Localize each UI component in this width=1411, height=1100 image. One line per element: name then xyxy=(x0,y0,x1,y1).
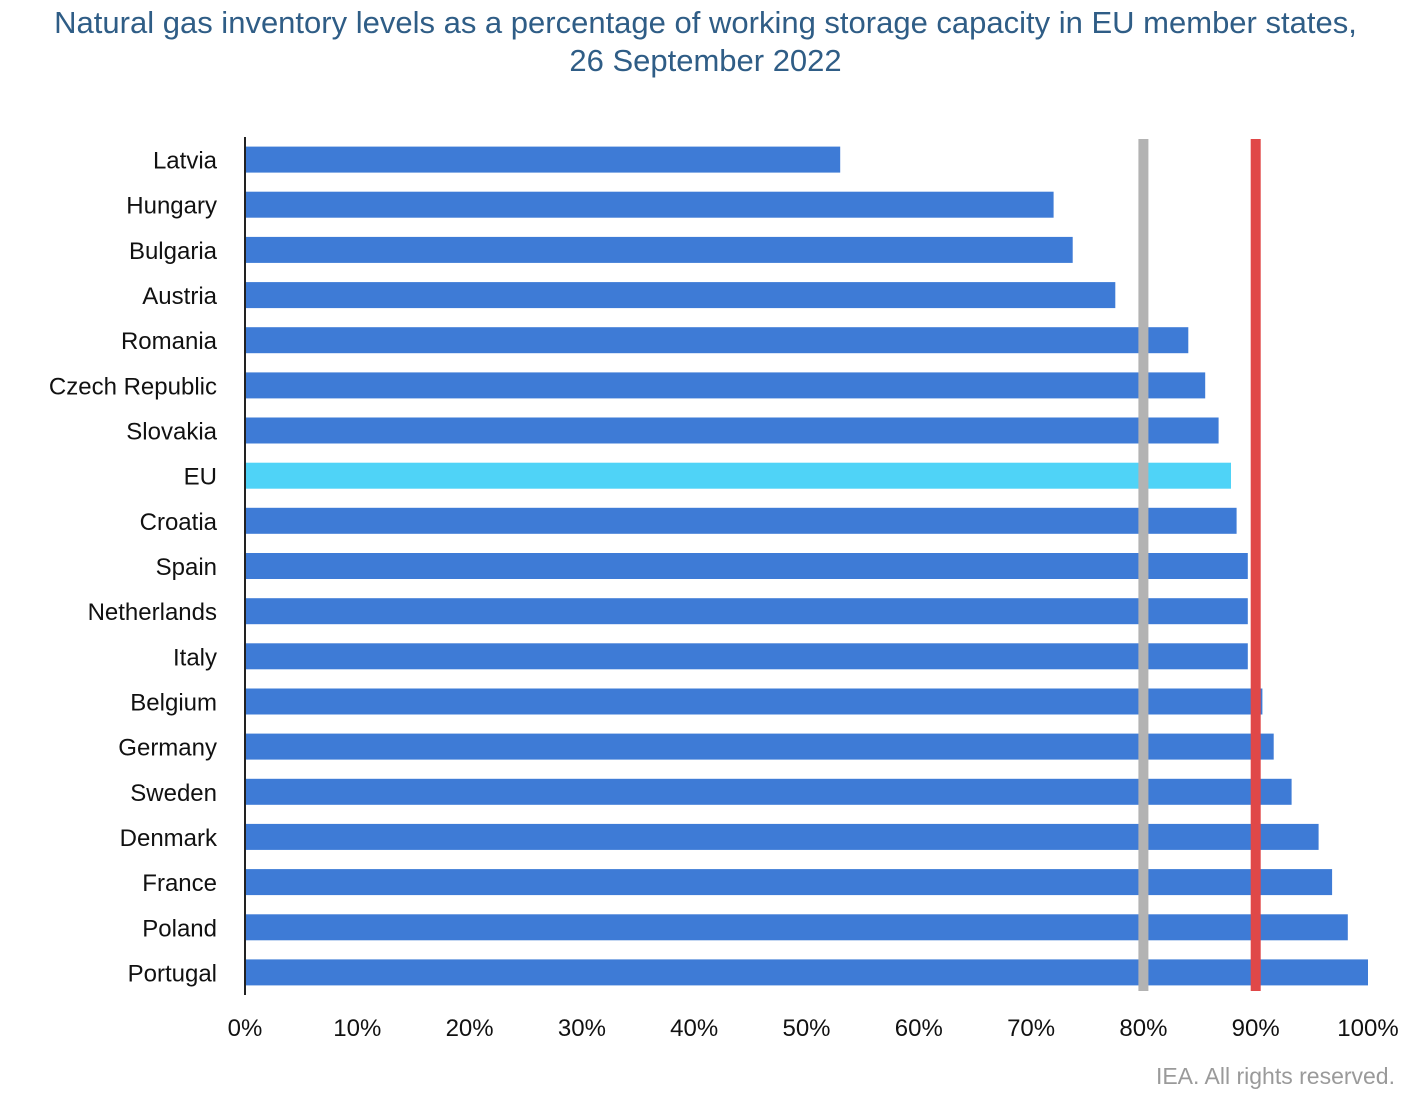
category-label: Italy xyxy=(173,644,217,671)
bar-croatia xyxy=(245,507,1237,534)
x-tick-label: 40% xyxy=(670,1015,718,1042)
bar-sweden xyxy=(245,778,1292,805)
credit-note: IEA. All rights reserved. xyxy=(1155,1063,1395,1089)
bar-denmark xyxy=(245,823,1319,850)
category-label: Austria xyxy=(142,283,217,310)
category-label: Denmark xyxy=(120,825,218,852)
bar-hungary xyxy=(245,191,1054,218)
x-tick-label: 70% xyxy=(1007,1015,1055,1042)
category-label: Bulgaria xyxy=(129,238,218,265)
category-label: Czech Republic xyxy=(49,373,217,400)
x-tick-label: 80% xyxy=(1119,1015,1167,1042)
category-label: Sweden xyxy=(130,780,217,807)
bar-czech-republic xyxy=(245,372,1206,399)
category-label: Portugal xyxy=(128,960,217,987)
bar-germany xyxy=(245,733,1274,760)
bar-latvia xyxy=(245,146,841,173)
x-tick-label: 100% xyxy=(1337,1015,1398,1042)
x-tick-label: 60% xyxy=(895,1015,943,1042)
category-label: Poland xyxy=(142,915,217,942)
chart-title-line-2: 26 September 2022 xyxy=(569,43,842,78)
x-tick-label: 0% xyxy=(228,1015,263,1042)
x-tick-label: 10% xyxy=(333,1015,381,1042)
category-label: Belgium xyxy=(130,690,217,717)
bar-austria xyxy=(245,282,1116,309)
bar-slovakia xyxy=(245,417,1219,444)
bar-poland xyxy=(245,914,1348,941)
category-label: Germany xyxy=(118,735,217,762)
bar-eu xyxy=(245,462,1231,489)
category-label: Spain xyxy=(156,554,217,581)
chart-title: Natural gas inventory levels as a percen… xyxy=(0,4,1411,80)
bar-france xyxy=(245,869,1333,896)
bar-portugal xyxy=(245,959,1368,986)
x-tick-label: 30% xyxy=(558,1015,606,1042)
category-label: France xyxy=(142,870,217,897)
category-label: Latvia xyxy=(153,148,218,175)
reference-line-80 xyxy=(1138,139,1149,991)
bar-bulgaria xyxy=(245,236,1073,263)
chart-title-line-1: Natural gas inventory levels as a percen… xyxy=(54,5,1357,40)
category-label: Romania xyxy=(121,328,218,355)
category-label: Netherlands xyxy=(88,599,217,626)
bar-belgium xyxy=(245,688,1263,715)
x-tick-label: 50% xyxy=(782,1015,830,1042)
category-label: Croatia xyxy=(140,509,218,536)
bar-romania xyxy=(245,327,1189,354)
reference-line-90 xyxy=(1250,139,1261,991)
category-label: EU xyxy=(184,464,217,491)
bar-spain xyxy=(245,553,1248,579)
x-tick-label: 20% xyxy=(446,1015,494,1042)
category-label: Hungary xyxy=(126,193,217,220)
bar-italy xyxy=(245,643,1248,670)
bar-netherlands xyxy=(245,598,1248,625)
category-label: Slovakia xyxy=(126,419,217,446)
x-tick-label: 90% xyxy=(1232,1015,1280,1042)
